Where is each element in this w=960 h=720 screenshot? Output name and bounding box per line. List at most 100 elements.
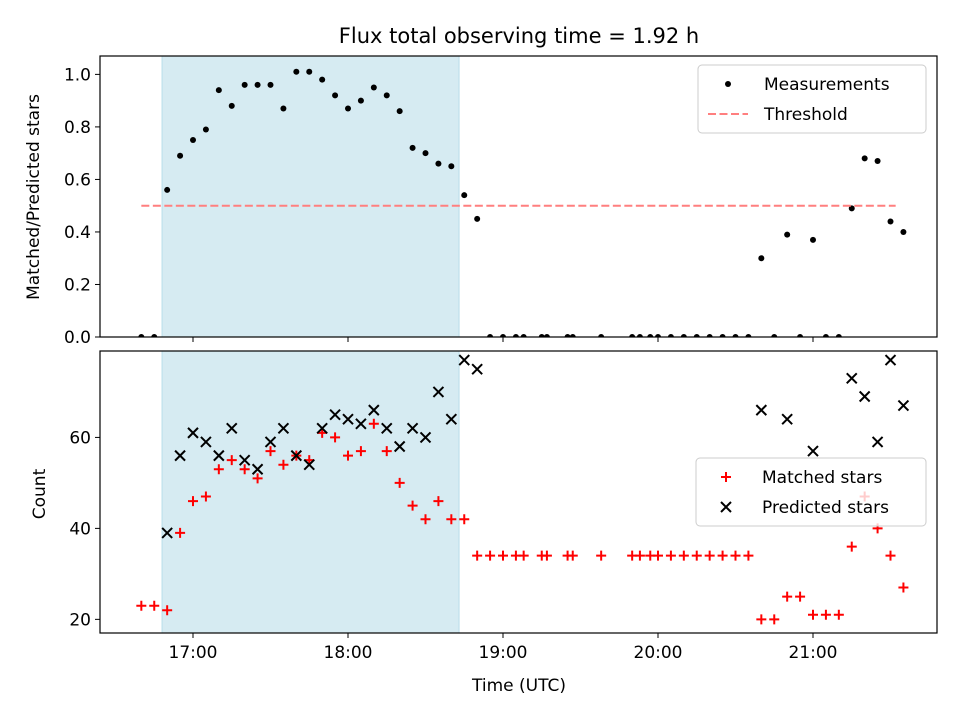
predicted-star-point	[174, 449, 186, 462]
measurement-point	[680, 334, 687, 337]
matched-star-point	[368, 418, 379, 429]
measurement-point	[280, 105, 287, 112]
measurement-point	[177, 152, 184, 159]
measurement-point	[409, 144, 416, 151]
matched-star-point	[162, 605, 173, 616]
predicted-star-point	[897, 399, 910, 412]
measurement-point	[254, 81, 261, 88]
predicted-star-point	[277, 422, 290, 435]
measurement-point	[520, 334, 527, 337]
predicted-star-point	[471, 363, 483, 375]
matched-star-point	[678, 550, 689, 561]
measurement-point	[647, 334, 654, 337]
bottom-legend-box	[695, 457, 927, 527]
predicted-star-point	[355, 418, 367, 430]
matched-star-point	[691, 550, 702, 561]
matched-star-point	[265, 446, 276, 457]
predicted-star-point	[264, 436, 277, 448]
matched-star-point	[226, 455, 237, 466]
matched-star-point	[756, 614, 767, 625]
predicted-star-point	[871, 436, 884, 448]
measurement-point	[629, 334, 636, 337]
measurement-point	[900, 228, 907, 235]
measurement-point	[874, 158, 881, 165]
measurement-point	[822, 334, 829, 337]
measurement-point	[396, 108, 403, 115]
x-axis-label: Time (UTC)	[471, 676, 566, 696]
legend-label: Matched stars	[762, 468, 882, 488]
predicted-star-point	[329, 408, 341, 421]
measurement-point	[151, 334, 158, 337]
matched-star-point	[213, 464, 224, 475]
matched-star-point	[136, 600, 147, 611]
legend-predicted-swatch	[720, 501, 732, 513]
measurement-point	[461, 192, 468, 199]
predicted-star-point	[781, 413, 793, 425]
predicted-star-point	[884, 354, 897, 366]
legend-measurement-swatch	[725, 81, 731, 87]
measurement-point	[797, 334, 804, 337]
matched-star-point	[330, 432, 341, 443]
matched-star-point	[381, 446, 392, 457]
measurement-point	[138, 334, 145, 337]
matched-star-point	[175, 527, 186, 538]
predicted-star-point	[342, 413, 354, 425]
xtick-label: 18:00	[324, 643, 373, 663]
matched-star-point	[407, 500, 418, 511]
bottom-panel: 20 40 60 17:00 18:00 19:00 20:00 21:00 Matched s…	[69, 350, 938, 663]
matched-star-point	[472, 550, 483, 561]
measurement-point	[771, 334, 778, 337]
predicted-star-point	[200, 436, 212, 448]
predicted-star-point	[161, 527, 173, 539]
measurement-point	[667, 334, 674, 337]
measurement-point	[564, 334, 571, 337]
bottom-ytick-label: 20	[69, 610, 91, 630]
legend-label: Predicted stars	[762, 498, 889, 518]
predicted-star-point	[368, 404, 380, 416]
matched-star-point	[653, 550, 663, 561]
predicted-star-point	[251, 463, 264, 475]
top-ytick-label: 0.0	[64, 328, 91, 348]
matched-star-point	[200, 491, 211, 502]
measurement-point	[745, 334, 752, 337]
matched-star-point	[808, 609, 818, 620]
measurement-point	[655, 334, 661, 337]
predicted-star-point	[303, 459, 315, 471]
matched-star-point	[188, 496, 198, 507]
measurement-point	[758, 255, 765, 262]
top-ytick-label: 0.8	[64, 118, 91, 138]
xtick-label: 20:00	[634, 643, 683, 663]
measurement-point	[784, 231, 791, 238]
bottom-ytick-label: 60	[69, 428, 91, 448]
measurement-point	[383, 92, 390, 99]
matched-star-point	[898, 582, 909, 593]
matched-star-point	[795, 591, 806, 602]
matched-star-point	[704, 550, 715, 561]
matched-star-point	[433, 496, 444, 507]
measurement-point	[422, 150, 429, 157]
matched-star-point	[394, 477, 405, 488]
matched-star-point	[833, 609, 844, 620]
predicted-star-point	[393, 440, 406, 453]
legend-label: Threshold	[763, 105, 848, 125]
matched-star-point	[717, 550, 728, 561]
measurement-point	[512, 334, 519, 337]
matched-star-point	[149, 600, 160, 611]
measurement-point	[345, 105, 351, 112]
predicted-star-point	[432, 386, 445, 398]
measurement-point	[164, 186, 171, 193]
matched-star-point	[343, 450, 353, 461]
matched-star-point	[820, 609, 831, 620]
bottom-plot-area	[136, 354, 910, 625]
matched-star-point	[743, 550, 754, 561]
measurement-point	[719, 334, 726, 337]
matched-star-point	[782, 591, 793, 602]
top-ytick-label: 1.0	[64, 65, 91, 85]
predicted-star-point	[458, 354, 470, 366]
top-ytick-label: 0.6	[64, 170, 91, 190]
predicted-star-point	[406, 422, 419, 435]
measurement-point	[448, 163, 455, 170]
matched-star-point	[252, 473, 263, 484]
measurement-point	[474, 215, 481, 222]
measurement-point	[569, 334, 576, 337]
